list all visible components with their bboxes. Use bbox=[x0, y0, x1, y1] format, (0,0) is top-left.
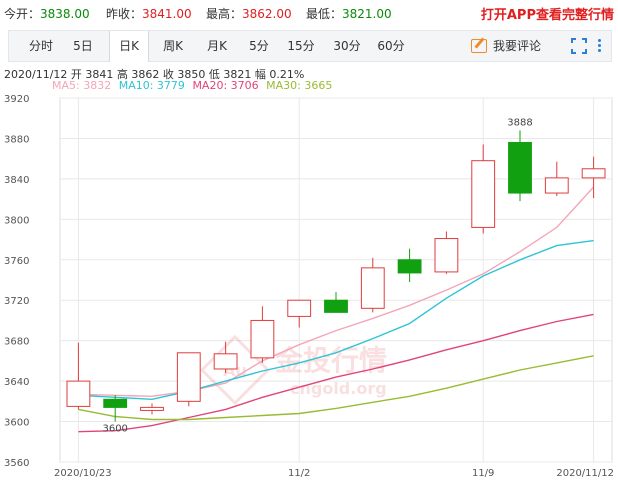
candle-body bbox=[213, 353, 238, 370]
price-annotation: 3888 bbox=[507, 117, 532, 128]
annotations: 3888 3600 bbox=[102, 117, 532, 434]
tab-15min[interactable]: 15分 bbox=[287, 39, 315, 53]
expand-icon[interactable] bbox=[571, 38, 587, 54]
watermark-subtext: cngold.org bbox=[290, 379, 387, 398]
high-price: 最高：3862.00 bbox=[206, 5, 292, 22]
x-axis: 2020/10/23 11/2 11/9 2020/11/12 bbox=[54, 468, 614, 479]
y-tick-label: 3880 bbox=[4, 134, 29, 145]
ma-legend: MA5: 3832 MA10: 3779 MA20: 3706 MA30: 36… bbox=[52, 79, 336, 92]
candle bbox=[471, 144, 496, 234]
candle bbox=[287, 299, 312, 328]
period-tabs: 分时 5日 日K 周K 月K 5分 15分 30分 60分 我要评论 bbox=[8, 30, 612, 62]
tab-5day[interactable]: 5日 bbox=[73, 39, 93, 53]
candle-body bbox=[250, 319, 275, 359]
more-icon[interactable] bbox=[597, 38, 603, 54]
watermark-diamond bbox=[199, 334, 271, 406]
ma30-line bbox=[78, 355, 594, 421]
candle-body bbox=[508, 141, 532, 194]
watermark-text: 金投行情 bbox=[274, 344, 387, 377]
y-tick-label: 3920 bbox=[4, 94, 29, 105]
candle-body bbox=[324, 299, 348, 313]
x-tick-label: 11/2 bbox=[288, 468, 310, 479]
candle bbox=[140, 403, 164, 415]
candle bbox=[66, 342, 91, 410]
y-tick-label: 3600 bbox=[4, 418, 29, 429]
candle-body bbox=[287, 299, 312, 317]
prev-close-price: 昨收：3841.00 bbox=[106, 5, 192, 22]
candle bbox=[176, 352, 201, 407]
price-annotation: 3600 bbox=[102, 424, 127, 435]
tab-daily-k[interactable]: 日K bbox=[109, 31, 149, 62]
ma5-legend: MA5: 3832 bbox=[52, 79, 112, 92]
candle-body bbox=[176, 352, 201, 402]
candle-body bbox=[581, 168, 606, 179]
y-tick-label: 3720 bbox=[4, 296, 29, 307]
y-tick-label: 3560 bbox=[4, 458, 29, 469]
candle-body bbox=[103, 398, 128, 408]
comment-button[interactable]: 我要评论 bbox=[471, 31, 541, 61]
quote-bar: 今开：3838.00 昨收：3841.00 最高：3862.00 最低：3821… bbox=[0, 0, 618, 24]
candle bbox=[250, 306, 275, 363]
candle bbox=[103, 395, 128, 422]
x-tick-label: 11/9 bbox=[472, 468, 494, 479]
open-price: 今开：3838.00 bbox=[4, 5, 90, 22]
ma5-line bbox=[78, 186, 595, 398]
low-label: 最低： bbox=[306, 7, 343, 21]
candle bbox=[581, 156, 606, 199]
candle-body bbox=[66, 380, 91, 407]
candle bbox=[324, 292, 348, 313]
y-axis: 3560 3600 3640 3680 3720 3760 3800 3840 3880 3920 bbox=[4, 94, 29, 469]
ma20-legend: MA20: 3706 bbox=[192, 79, 259, 92]
comment-label: 我要评论 bbox=[493, 39, 542, 53]
candles bbox=[66, 130, 606, 422]
open-value: 3838.00 bbox=[40, 7, 90, 21]
open-label: 今开： bbox=[4, 7, 41, 21]
tab-monthly-k[interactable]: 月K bbox=[207, 39, 227, 53]
x-tick-label: 2020/10/23 bbox=[54, 468, 112, 479]
ma20-line bbox=[78, 313, 594, 433]
y-tick-label: 3680 bbox=[4, 337, 29, 348]
candle-body bbox=[140, 406, 164, 411]
ma10-line bbox=[78, 239, 594, 401]
candle bbox=[508, 130, 532, 202]
candle bbox=[397, 248, 422, 283]
x-tick-label: 2020/11/12 bbox=[556, 468, 614, 479]
prev-close-value: 3841.00 bbox=[142, 7, 192, 21]
ma10-legend: MA10: 3779 bbox=[118, 79, 185, 92]
candle-body bbox=[397, 259, 422, 274]
candle-body bbox=[360, 267, 385, 309]
tab-30min[interactable]: 30分 bbox=[333, 39, 361, 53]
prev-close-label: 昨收： bbox=[106, 7, 143, 21]
low-value: 3821.00 bbox=[342, 7, 392, 21]
tab-60min[interactable]: 60分 bbox=[377, 39, 405, 53]
y-tick-label: 3840 bbox=[4, 175, 29, 186]
candle bbox=[434, 231, 459, 274]
candle bbox=[360, 257, 385, 313]
high-label: 最高： bbox=[206, 7, 243, 21]
candle-body bbox=[544, 177, 569, 194]
tab-5min[interactable]: 5分 bbox=[249, 39, 269, 53]
candle-body bbox=[471, 160, 496, 228]
candle bbox=[544, 161, 569, 197]
candle-info: 2020/11/12 开 3841 高 3862 收 3850 低 3821 幅… bbox=[4, 68, 305, 81]
y-tick-label: 3640 bbox=[4, 377, 29, 388]
y-tick-label: 3800 bbox=[4, 215, 29, 226]
candle-body bbox=[434, 238, 459, 273]
ma30-legend: MA30: 3665 bbox=[266, 79, 333, 92]
tab-intraday[interactable]: 分时 bbox=[28, 39, 53, 53]
candle bbox=[213, 341, 238, 374]
pencil-icon bbox=[471, 38, 487, 53]
low-price: 最低：3821.00 bbox=[306, 5, 392, 22]
y-tick-label: 3760 bbox=[4, 256, 29, 267]
tab-weekly-k[interactable]: 周K bbox=[163, 39, 183, 53]
ma-lines bbox=[78, 186, 595, 433]
high-value: 3862.00 bbox=[242, 7, 292, 21]
open-app-link[interactable]: 打开APP查看完整行情 bbox=[480, 8, 614, 23]
